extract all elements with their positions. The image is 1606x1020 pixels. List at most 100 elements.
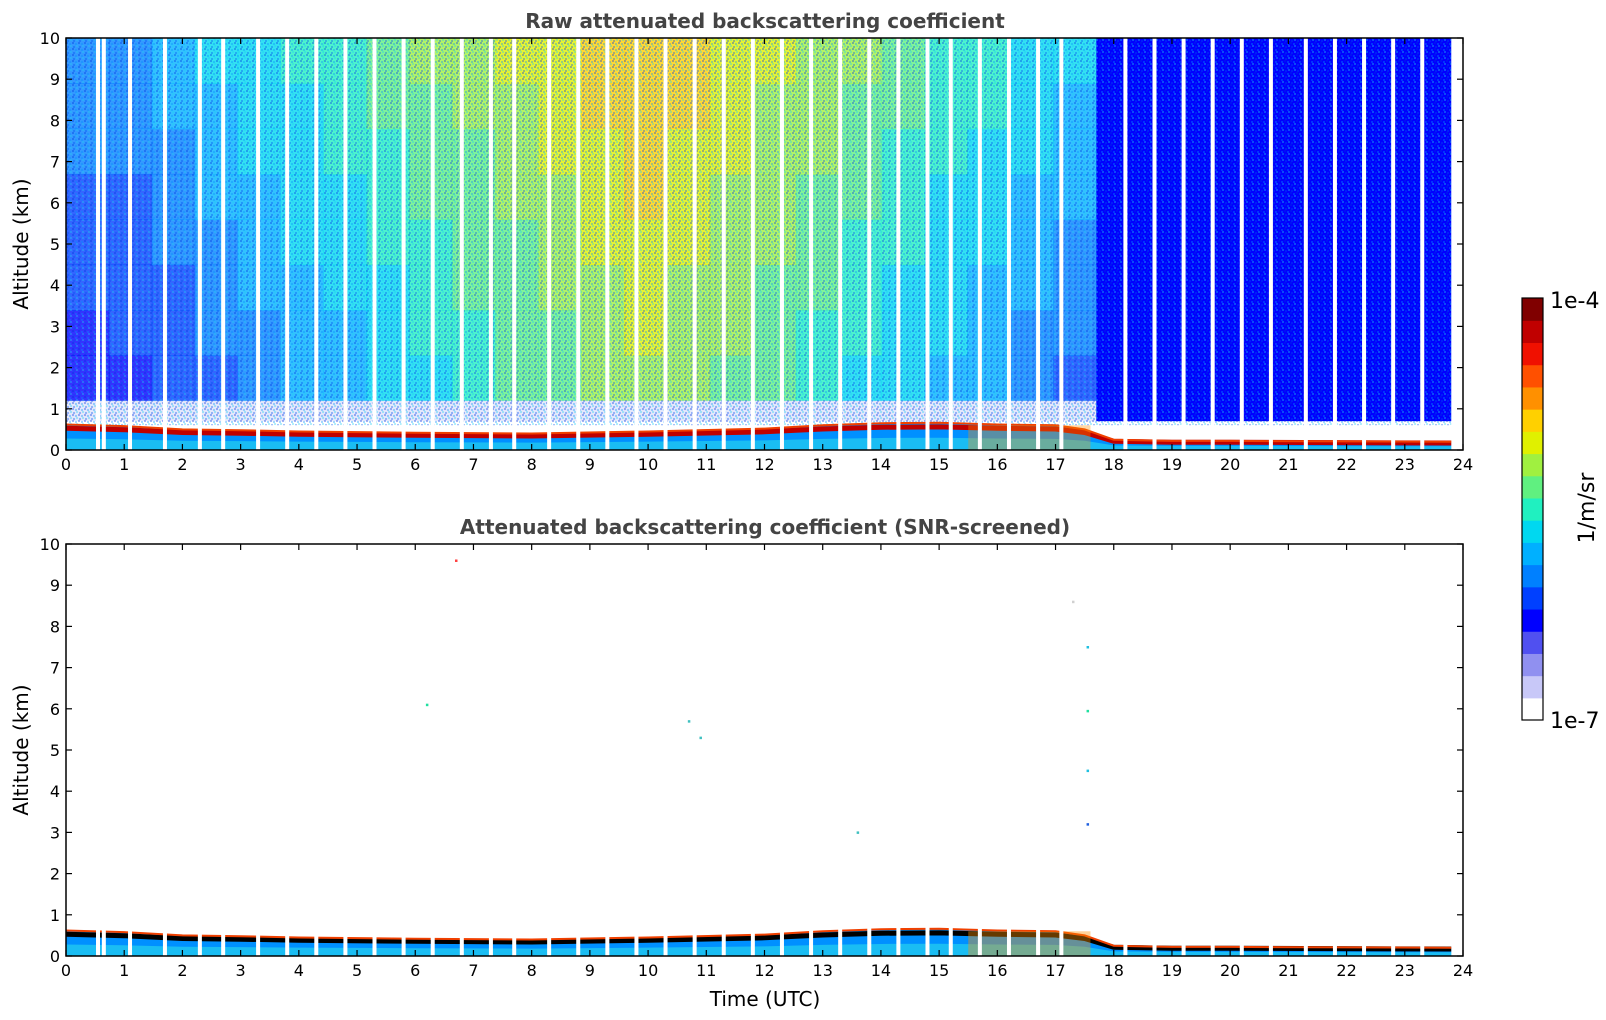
panel1-x-ticks: 0 1 2 3 4 5 6 7 8 9 10 11 12 13 14 15 16 17 18 19 20 21 22 23 24 [61, 38, 1473, 474]
panel1-data-gap [488, 38, 493, 450]
panel2-data-gap [1123, 927, 1128, 956]
panel2-data-gap [1152, 927, 1157, 956]
x-tick-label: 16 [987, 961, 1007, 980]
panel1-data-gap [809, 38, 814, 450]
panel1-boundary-layer-top [66, 421, 1452, 443]
colorbar-segment [1522, 409, 1543, 432]
panel1-heatmap [66, 38, 1463, 450]
panel1-data-gap [1362, 38, 1367, 450]
panel1-data-gap [512, 38, 517, 450]
isolated-point [454, 559, 458, 562]
x-tick-label: 24 [1453, 961, 1473, 980]
panel2-data-gap [256, 927, 261, 956]
isolated-point [1072, 600, 1075, 604]
panel1-data-gap [1152, 38, 1157, 450]
x-tick-label: 20 [1220, 961, 1240, 980]
panel2-data-gap [1006, 927, 1011, 956]
panel1-data-gap [1059, 38, 1064, 450]
panel2-data-gap [401, 927, 406, 956]
isolated-point [1086, 769, 1090, 773]
panel1-data-gap [1239, 38, 1244, 450]
x-tick-label: 23 [1395, 961, 1415, 980]
colorbar-segment [1522, 675, 1543, 699]
panel1-data-gap [372, 38, 377, 450]
x-tick-label: 11 [696, 961, 716, 980]
y-tick-label: 7 [50, 153, 60, 172]
panel1-data-gap [925, 38, 930, 450]
panel1-y-ticks: 0 1 2 3 4 5 6 7 8 9 10 [40, 29, 1463, 460]
panel1-data-gap [1303, 38, 1308, 450]
colorbar [1522, 298, 1543, 721]
isolated-point [1086, 646, 1090, 649]
x-tick-label: 15 [929, 961, 949, 980]
y-tick-label: 9 [50, 576, 60, 595]
colorbar-segment [1522, 453, 1543, 477]
panel1-data-gap [867, 38, 872, 450]
panel2-aerosol-patch [968, 931, 1091, 956]
panel2-data-gap [512, 927, 517, 956]
y-tick-label: 2 [50, 359, 60, 378]
panel2-data-gap [1332, 927, 1337, 956]
x-tick-label: 12 [754, 455, 774, 474]
panel2-x-ticks: 0 1 2 3 4 5 6 7 8 9 10 11 12 13 14 15 16 17 18 19 20 21 22 23 24 [61, 544, 1473, 980]
x-tick-label: 22 [1336, 455, 1356, 474]
x-tick-label: 13 [813, 961, 833, 980]
x-tick-label: 2 [177, 455, 187, 474]
colorbar-segment [1522, 431, 1543, 455]
panel2-data-gap [1036, 927, 1041, 956]
y-tick-label: 2 [50, 865, 60, 884]
panel1-data-gap [1420, 38, 1425, 450]
x-axis-label: Time (UTC) [709, 987, 821, 1011]
y-tick-label: 8 [50, 617, 60, 636]
panel2-data-gap [1391, 927, 1396, 956]
y-tick-label: 7 [50, 659, 60, 678]
panel1-data-gap [401, 38, 406, 450]
isolated-point [856, 831, 860, 834]
panel2-data-gap [96, 927, 101, 956]
panel2-data-gap [977, 927, 982, 956]
x-tick-label: 11 [696, 455, 716, 474]
x-tick-label: 8 [527, 455, 537, 474]
y-tick-label: 10 [40, 29, 60, 48]
panel2-data-gap [663, 927, 668, 956]
x-tick-label: 12 [754, 961, 774, 980]
colorbar-segment [1522, 520, 1543, 543]
x-tick-label: 17 [1045, 961, 1065, 980]
x-tick-label: 9 [585, 455, 595, 474]
panel2-data-gap [867, 927, 872, 956]
panel1-data-gap [256, 38, 261, 450]
panel1-data-gap [977, 38, 982, 450]
panel1-aerosol-patch [968, 425, 1091, 450]
panel2-data-gap [634, 927, 639, 956]
panel2-data-gap [576, 927, 581, 956]
panel2-data-gap [128, 927, 133, 956]
x-tick-label: 16 [987, 455, 1007, 474]
isolated-point [687, 720, 691, 723]
x-tick-label: 3 [236, 961, 246, 980]
colorbar-max-label: 1e-4 [1550, 289, 1599, 314]
y-tick-label: 6 [50, 700, 60, 719]
y-tick-label: 4 [50, 782, 60, 801]
panel1-data-gap [1268, 38, 1273, 450]
y-tick-label: 9 [50, 70, 60, 89]
panel1-data-gap [896, 38, 901, 450]
x-tick-label: 14 [871, 455, 891, 474]
x-tick-label: 8 [527, 961, 537, 980]
panel2-data-gap [925, 927, 930, 956]
x-tick-label: 5 [352, 961, 362, 980]
panel1-data-gap [663, 38, 668, 450]
panel1-data-gap [634, 38, 639, 450]
panel2-data-gap [314, 927, 319, 956]
colorbar-min-label: 1e-7 [1550, 709, 1599, 734]
y-tick-label: 10 [40, 535, 60, 554]
panel2-data-gap [1420, 927, 1425, 956]
panel1-data-gap [1332, 38, 1337, 450]
x-tick-label: 18 [1104, 961, 1124, 980]
y-tick-label: 1 [50, 400, 60, 419]
panel1-data-gap [96, 38, 101, 450]
x-tick-label: 6 [410, 455, 420, 474]
panel2-data-gap [838, 927, 843, 956]
panel1-data-gap [1036, 38, 1041, 450]
panel1-data-gap [750, 38, 755, 450]
